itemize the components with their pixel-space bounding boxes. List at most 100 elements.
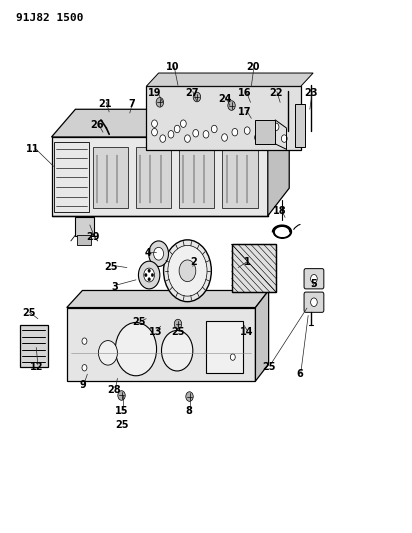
Text: 14: 14	[240, 327, 253, 336]
Text: 25: 25	[105, 262, 118, 271]
Text: 10: 10	[166, 62, 180, 71]
Text: 25: 25	[133, 318, 146, 327]
Text: 19: 19	[148, 88, 161, 98]
Text: 23: 23	[304, 88, 318, 98]
Bar	[75, 217, 94, 236]
Circle shape	[154, 247, 164, 260]
Circle shape	[222, 134, 227, 141]
Bar	[146, 86, 301, 150]
Bar	[222, 147, 258, 208]
Text: 16: 16	[239, 88, 252, 98]
Polygon shape	[268, 109, 289, 216]
Circle shape	[138, 261, 160, 289]
Text: 24: 24	[218, 94, 231, 103]
Text: 13: 13	[149, 327, 162, 336]
Circle shape	[148, 269, 150, 272]
Circle shape	[145, 273, 147, 277]
Bar	[20, 325, 48, 367]
Text: 25: 25	[171, 327, 185, 336]
Circle shape	[311, 298, 317, 306]
Text: 15: 15	[115, 407, 128, 416]
Circle shape	[174, 319, 182, 329]
Circle shape	[162, 330, 193, 371]
Bar	[67, 308, 255, 381]
FancyBboxPatch shape	[304, 269, 324, 289]
Bar	[232, 244, 276, 292]
Circle shape	[151, 273, 154, 277]
Circle shape	[186, 392, 193, 401]
Circle shape	[255, 134, 260, 141]
Bar	[232, 244, 276, 292]
Text: 17: 17	[239, 107, 252, 117]
Circle shape	[144, 268, 154, 282]
Text: 18: 18	[273, 206, 287, 215]
Circle shape	[228, 101, 235, 110]
Polygon shape	[255, 290, 269, 381]
Circle shape	[232, 128, 238, 136]
FancyBboxPatch shape	[304, 292, 324, 312]
Circle shape	[148, 278, 150, 281]
Text: 25: 25	[115, 421, 128, 430]
Text: 5: 5	[311, 279, 317, 288]
Text: 1: 1	[244, 257, 250, 267]
Polygon shape	[52, 109, 289, 137]
Polygon shape	[146, 73, 313, 86]
Text: 26: 26	[90, 120, 103, 130]
Text: 20: 20	[247, 62, 260, 71]
Text: 21: 21	[98, 99, 112, 109]
Circle shape	[273, 123, 279, 131]
Circle shape	[179, 260, 196, 281]
Circle shape	[174, 125, 180, 133]
Circle shape	[311, 274, 317, 283]
Circle shape	[265, 128, 271, 136]
Text: 2: 2	[190, 257, 197, 267]
Text: 9: 9	[80, 380, 87, 390]
Circle shape	[118, 391, 125, 400]
Text: 22: 22	[269, 88, 283, 98]
Circle shape	[230, 354, 235, 360]
Circle shape	[149, 241, 169, 266]
Circle shape	[244, 127, 250, 134]
Circle shape	[193, 92, 201, 102]
Circle shape	[98, 341, 117, 365]
Circle shape	[211, 125, 217, 133]
Circle shape	[164, 240, 211, 302]
Circle shape	[185, 135, 190, 142]
Bar	[295, 104, 305, 147]
Text: 27: 27	[185, 88, 198, 98]
Text: 6: 6	[297, 369, 303, 379]
Circle shape	[168, 131, 174, 138]
Text: 25: 25	[22, 309, 35, 318]
Text: 29: 29	[86, 232, 99, 242]
Bar	[206, 321, 243, 373]
Circle shape	[193, 130, 199, 137]
Bar	[52, 137, 268, 216]
Text: 25: 25	[262, 362, 275, 372]
Bar	[179, 147, 214, 208]
Circle shape	[152, 120, 157, 127]
Circle shape	[152, 128, 157, 136]
Circle shape	[82, 338, 87, 344]
Circle shape	[281, 135, 287, 142]
Polygon shape	[67, 290, 269, 308]
Bar	[93, 147, 128, 208]
Bar	[54, 142, 89, 212]
Text: 7: 7	[129, 99, 135, 109]
Bar	[77, 235, 91, 245]
Bar	[255, 120, 275, 144]
Circle shape	[82, 365, 87, 371]
Circle shape	[115, 322, 157, 376]
Circle shape	[180, 120, 186, 127]
Circle shape	[156, 98, 164, 107]
Text: 91J82 1500: 91J82 1500	[16, 13, 84, 23]
Text: 28: 28	[108, 385, 122, 395]
Text: 3: 3	[111, 282, 118, 292]
Text: 8: 8	[185, 407, 192, 416]
Bar	[136, 147, 171, 208]
Circle shape	[168, 245, 207, 296]
Text: 11: 11	[26, 144, 40, 154]
Circle shape	[160, 135, 166, 142]
Text: 4: 4	[145, 248, 152, 258]
Text: 12: 12	[30, 362, 44, 372]
Circle shape	[203, 131, 209, 138]
